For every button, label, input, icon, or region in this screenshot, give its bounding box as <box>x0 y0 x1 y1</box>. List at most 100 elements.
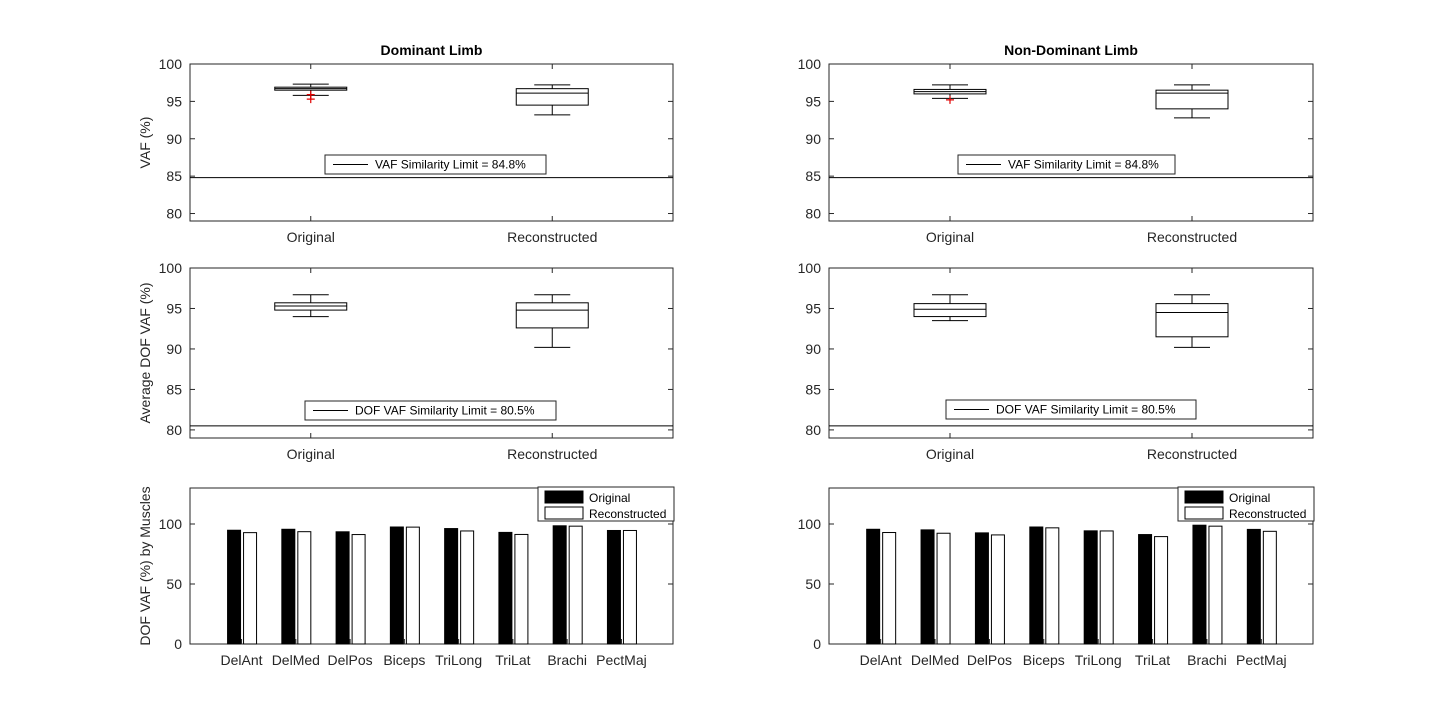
axes-box <box>828 63 1314 222</box>
chart-title: Non-Dominant Limb <box>1004 42 1138 58</box>
chart-dom-dof: 80 85 90 95 100 Average DOF VAF (%) Original Re… <box>137 260 674 462</box>
x-tick-label: DelPos <box>328 652 373 668</box>
y-tick-label: 100 <box>159 260 183 276</box>
bar-reconstructed-trilong <box>460 530 475 645</box>
box-original <box>274 294 348 318</box>
bar-original-delpos <box>335 531 350 645</box>
chart-ndom-mus: 0 50 100 DelAnt DelMed DelPos Biceps TriLong Tri… <box>798 486 1315 668</box>
axes-box <box>189 63 674 222</box>
chart-dom-vaf: 80 85 90 95 100 Dominant Limb VAF (%) Original R… <box>137 42 674 245</box>
bar-original-delmed <box>920 529 935 645</box>
box-iqr <box>913 303 987 318</box>
bar-reconstructed-delant <box>243 532 258 645</box>
legend: Original Reconstructed <box>1177 486 1315 522</box>
bar-reconstructed-trilong <box>1099 530 1114 645</box>
y-tick-label: 90 <box>166 341 182 357</box>
chart-title: Dominant Limb <box>381 42 483 58</box>
y-tick-label: 90 <box>805 341 821 357</box>
bar-original-brachi <box>552 525 567 645</box>
legend-label-reconstructed: Reconstructed <box>1229 507 1306 521</box>
x-tick-label: Brachi <box>1187 652 1227 668</box>
box-original <box>274 83 348 104</box>
y-tick-label: 100 <box>159 56 183 72</box>
bar-original-delpos <box>974 532 989 645</box>
bar-reconstructed-pectmaj <box>1262 530 1277 645</box>
chart-ndom-dof: 80 85 90 95 100 Original Reconstructed DOF VAF … <box>798 260 1314 462</box>
chart-dom-mus: 0 50 100 DOF VAF (%) by Muscles DelAnt DelMed… <box>137 486 675 668</box>
bar-original-brachi <box>1192 524 1207 645</box>
y-tick-label: 80 <box>805 206 821 222</box>
legend: Original Reconstructed <box>537 486 675 522</box>
bar-original-delant <box>227 529 242 645</box>
axes-box <box>189 267 674 439</box>
x-tick-label: DelMed <box>272 652 320 668</box>
legend-label-original: Original <box>1229 491 1270 505</box>
legend-label: DOF VAF Similarity Limit = 80.5% <box>355 404 535 418</box>
x-tick-label: Reconstructed <box>1147 446 1237 462</box>
bar-original-delant <box>866 528 881 645</box>
bar-reconstructed-delpos <box>351 534 366 645</box>
x-tick-label: Brachi <box>547 652 587 668</box>
box-iqr <box>1155 89 1229 110</box>
axes-box <box>189 487 674 645</box>
legend: VAF Similarity Limit = 84.8% <box>324 154 547 175</box>
bar-original-trilong <box>444 528 459 645</box>
bar-original-delmed <box>281 528 296 645</box>
x-tick-label: Reconstructed <box>507 229 597 245</box>
y-tick-label: 90 <box>805 131 821 147</box>
y-tick-label: 50 <box>805 576 821 592</box>
y-tick-label: 50 <box>166 576 182 592</box>
legend-box <box>945 399 1197 420</box>
x-tick-label: DelAnt <box>860 652 902 668</box>
x-tick-label: Biceps <box>383 652 425 668</box>
x-tick-label: Biceps <box>1023 652 1065 668</box>
bar-reconstructed-brachi <box>568 525 583 645</box>
bar-reconstructed-delmed <box>297 531 312 645</box>
y-tick-label: 95 <box>805 93 821 109</box>
bar-original-trilat <box>1138 534 1153 645</box>
legend: DOF VAF Similarity Limit = 80.5% <box>304 400 557 421</box>
y-tick-label: 80 <box>166 206 182 222</box>
axes-box <box>828 487 1314 645</box>
y-tick-label: 85 <box>805 381 821 397</box>
y-tick-label: 95 <box>166 300 182 316</box>
x-tick-label: TriLong <box>1075 652 1122 668</box>
bar-original-trilong <box>1083 530 1098 645</box>
box-reconstructed <box>515 294 589 348</box>
legend-label-reconstructed: Reconstructed <box>589 507 666 521</box>
legend-label: DOF VAF Similarity Limit = 80.5% <box>996 403 1176 417</box>
bar-reconstructed-pectmaj <box>622 529 637 645</box>
y-tick-label: 85 <box>166 168 182 184</box>
axes-box <box>828 267 1314 439</box>
x-tick-label: Reconstructed <box>507 446 597 462</box>
bar-reconstructed-biceps <box>405 526 420 645</box>
bar-original-pectmaj <box>1246 528 1261 645</box>
x-tick-label: TriLong <box>435 652 482 668</box>
y-tick-label: 100 <box>798 260 822 276</box>
legend-box <box>304 400 557 421</box>
y-tick-label: 95 <box>166 93 182 109</box>
box-iqr <box>1155 303 1229 338</box>
x-tick-label: PectMaj <box>1236 652 1287 668</box>
x-tick-label: TriLat <box>495 652 530 668</box>
bar-reconstructed-delpos <box>990 534 1005 645</box>
outlier-marker <box>306 90 315 99</box>
legend-label-original: Original <box>589 491 630 505</box>
bar-reconstructed-brachi <box>1208 525 1223 645</box>
y-tick-label: 85 <box>166 381 182 397</box>
legend-box <box>324 154 547 175</box>
legend-label: VAF Similarity Limit = 84.8% <box>1008 158 1159 172</box>
legend: DOF VAF Similarity Limit = 80.5% <box>945 399 1197 420</box>
x-tick-label: Original <box>926 229 974 245</box>
legend-swatch-reconstructed <box>544 506 584 520</box>
bar-reconstructed-trilat <box>514 533 529 645</box>
box-reconstructed <box>515 84 589 116</box>
box-iqr <box>515 88 589 106</box>
x-tick-label: Original <box>287 229 335 245</box>
bar-original-trilat <box>498 531 513 645</box>
legend-swatch-original <box>1184 490 1224 504</box>
bar-reconstructed-biceps <box>1045 527 1060 645</box>
y-axis-label: DOF VAF (%) by Muscles <box>137 486 153 645</box>
x-tick-label: DelPos <box>967 652 1012 668</box>
